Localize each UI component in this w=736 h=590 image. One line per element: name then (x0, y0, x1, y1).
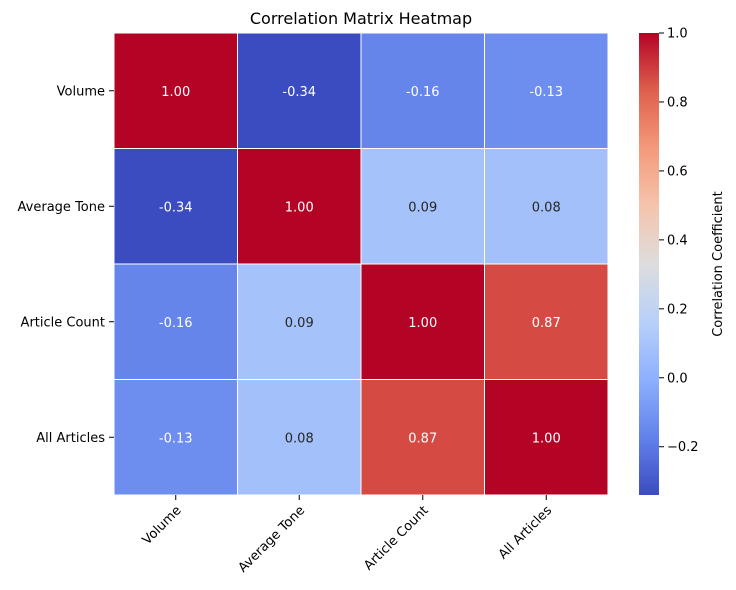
cell-value-label: 1.00 (408, 316, 437, 331)
column-label: Article Count (361, 503, 431, 573)
colorbar-label: Correlation Coefficient (711, 191, 726, 337)
colorbar-gradient (639, 33, 659, 495)
column-label: Volume (140, 503, 185, 548)
chart-title: Correlation Matrix Heatmap (250, 9, 472, 28)
cell-value-label: 0.09 (408, 200, 437, 215)
heatmap-cell (484, 263, 609, 380)
heatmap-cell (360, 32, 485, 149)
cell-value-label: -0.34 (282, 85, 316, 100)
row-label: Volume (57, 84, 105, 99)
heatmap-cell (237, 148, 362, 265)
heatmap-cell (484, 32, 609, 149)
column-labels: Volume Average Tone Article Count All Artic… (140, 495, 555, 576)
colorbar-tick-label: 0.6 (667, 164, 688, 179)
cell-value-label: -0.16 (159, 316, 193, 331)
cell-value-label: 0.09 (285, 316, 314, 331)
row-label: Article Count (21, 315, 105, 330)
row-label: All Articles (36, 431, 105, 446)
column-label: Average Tone (236, 503, 308, 575)
colorbar: −0.2 0.0 0.2 0.4 0.6 0.8 1.0 Correlation Coeffi… (639, 27, 726, 495)
colorbar-tick-label: 0.0 (667, 371, 688, 386)
cell-value-label: 0.08 (285, 431, 314, 446)
heatmap-cell (237, 32, 362, 149)
heatmap-cell (237, 379, 362, 496)
cell-value-label: -0.13 (159, 431, 193, 446)
cell-value-label: 0.87 (408, 431, 437, 446)
cell-value-label: 1.00 (161, 85, 190, 100)
colorbar-tick-label: 0.8 (667, 95, 688, 110)
heatmap-cell (484, 379, 609, 496)
row-labels: Volume Average Tone Article Count All Artic… (18, 84, 114, 446)
cell-value-label: 1.00 (532, 431, 561, 446)
cell-value-label: -0.34 (159, 200, 193, 215)
heatmap-cell (360, 379, 485, 496)
heatmap-cell (113, 379, 238, 496)
cell-value-label: 0.08 (532, 200, 561, 215)
heatmap-cell (237, 263, 362, 380)
colorbar-tick-label: −0.2 (667, 440, 699, 455)
heatmap-cell (113, 32, 238, 149)
row-label: Average Tone (18, 200, 105, 215)
column-label: All Articles (496, 503, 555, 562)
colorbar-tick-label: 0.4 (667, 233, 688, 248)
heatmap-cell (484, 148, 609, 265)
colorbar-tick-label: 0.2 (667, 302, 688, 317)
cell-value-label: -0.16 (406, 85, 440, 100)
heatmap-cell (113, 148, 238, 265)
colorbar-tick-label: 1.0 (667, 27, 688, 42)
heatmap-cells: 1.00 -0.34 -0.16 -0.13 -0.34 1.00 0.09 0.08 -0.1… (113, 32, 609, 496)
cell-value-label: 0.87 (532, 316, 561, 331)
cell-value-label: 1.00 (285, 200, 314, 215)
cell-value-label: -0.13 (529, 85, 563, 100)
